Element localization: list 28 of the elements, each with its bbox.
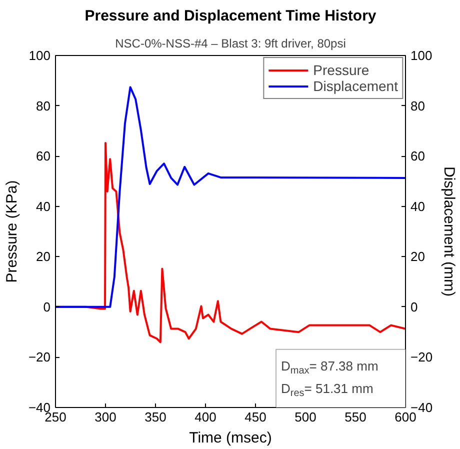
y-tick-label: 0 xyxy=(43,299,51,314)
y-tick-label: 80 xyxy=(36,98,51,114)
y-axis-title: Pressure (KPa) xyxy=(3,180,20,283)
y2-tick-label: 0 xyxy=(410,299,418,314)
x-tick-label: 500 xyxy=(294,410,316,424)
y2-tick-label: 100 xyxy=(410,48,432,63)
chart-subtitle: NSC-0%-NSS-#4 – Blast 3: 9ft driver, 80psi xyxy=(115,36,346,50)
y-tick-label: 40 xyxy=(36,198,51,214)
y-tick-label: 100 xyxy=(28,48,51,63)
x-tick-label: 300 xyxy=(94,410,116,424)
legend-label: Pressure xyxy=(313,62,370,78)
y-tick-label: 20 xyxy=(36,249,51,264)
y2-tick-label: 40 xyxy=(410,198,425,214)
chart-title: Pressure and Displacement Time History xyxy=(84,8,377,24)
y-tick-label: 60 xyxy=(36,148,51,164)
x-tick-label: 600 xyxy=(394,410,416,424)
y2-tick-label: 80 xyxy=(410,98,425,114)
y2-tick-label: 20 xyxy=(410,249,425,264)
x-tick-label: 400 xyxy=(194,410,216,424)
legend-label: Displacement xyxy=(313,78,398,94)
x-tick-label: 550 xyxy=(344,410,366,424)
x-tick-label: 350 xyxy=(144,410,166,424)
y2-tick-label: −20 xyxy=(410,350,433,365)
x-axis-title: Time (msec) xyxy=(189,430,272,446)
y2-axis-title: Displacement (mm) xyxy=(440,166,458,297)
y2-tick-label: 60 xyxy=(410,148,425,164)
x-tick-label: 450 xyxy=(244,410,266,424)
y-tick-label: −20 xyxy=(28,350,51,365)
